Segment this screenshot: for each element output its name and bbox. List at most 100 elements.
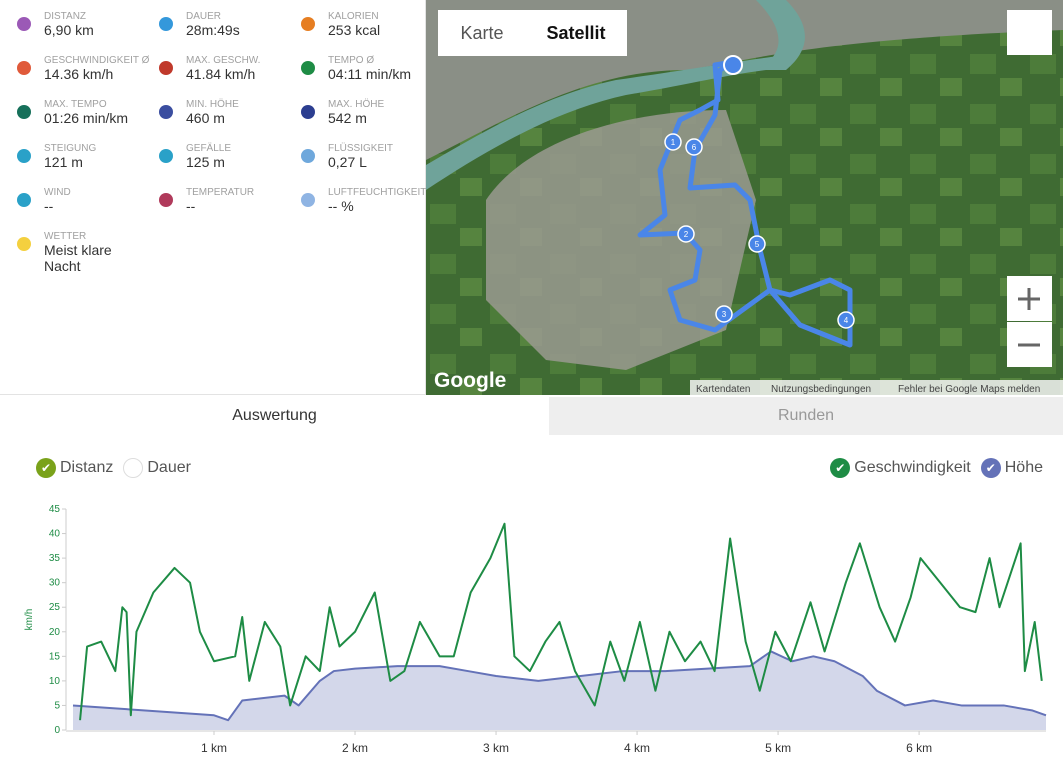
stat-value: 253 kcal [328, 22, 381, 38]
stat-label: WETTER [44, 231, 87, 242]
stat-icon [159, 193, 173, 207]
stat-label: STEIGUNG [44, 143, 97, 154]
x-tick-label: 5 km [765, 741, 791, 755]
x-tick-label: 3 km [483, 741, 509, 755]
stat: WIND -- [17, 187, 184, 214]
map-type-label[interactable]: Karte [460, 23, 503, 43]
stat-label: DISTANZ [44, 11, 87, 22]
stat-label: MAX. GESCHW. [186, 55, 261, 66]
stat-value: 41.84 km/h [186, 66, 256, 82]
stat: DISTANZ 6,90 km [17, 11, 184, 38]
stat-icon [17, 17, 31, 31]
toggle-check[interactable] [123, 458, 144, 478]
stat: STEIGUNG 121 m [17, 143, 184, 170]
stat: MAX. GESCHW. 41.84 km/h [159, 55, 326, 82]
chart: 0 5 10 15 20 25 30 35 40 45 1 km 2 km 3 km 4 km 5 km 6 … [24, 504, 1047, 755]
stat-icon [301, 105, 315, 119]
stat-label: LUFTFEUCHTIGKEIT [328, 187, 427, 198]
stat-icon [159, 149, 173, 163]
stat-icon [301, 61, 315, 75]
y-tick-label: 25 [49, 602, 61, 613]
map-type-label[interactable]: Satellit [546, 23, 605, 43]
attribution-bar [690, 380, 1063, 395]
stat-label: MAX. TEMPO [44, 99, 107, 110]
stat-label: FLÜSSIGKEIT [328, 143, 394, 154]
stat-label: MIN. HÖHE [186, 99, 239, 110]
lap-marker[interactable] [715, 305, 733, 323]
attribution[interactable]: Kartendaten [696, 384, 751, 395]
toggle-label[interactable]: Distanz [60, 459, 114, 476]
river-north [756, 0, 805, 70]
stat: KALORIEN 253 kcal [301, 11, 468, 38]
lap-marker[interactable] [837, 311, 855, 329]
map-type-satellit[interactable] [526, 10, 627, 56]
lap-marker-label: 5 [755, 240, 760, 249]
stat-value: 0,27 L [328, 154, 367, 170]
stat-label: GEFÄLLE [186, 143, 232, 154]
lap-marker[interactable] [685, 138, 703, 156]
stat-icon [17, 105, 31, 119]
map-type-karte[interactable] [438, 10, 526, 56]
stat-icon [301, 149, 315, 163]
stat: DAUER 28m:49s [159, 11, 326, 38]
y-axis-label: km/h [24, 609, 35, 631]
stat: TEMPERATUR -- [159, 187, 326, 214]
tab[interactable]: Auswertung [232, 407, 317, 424]
y-tick-label: 40 [49, 529, 61, 540]
stat-label: WIND [44, 187, 71, 198]
y-tick-label: 20 [49, 627, 61, 638]
stat-value: 28m:49s [186, 22, 240, 38]
start-pin[interactable] [723, 55, 743, 75]
river [426, 55, 786, 190]
attribution[interactable]: Nutzungsbedingungen [771, 384, 871, 395]
fullscreen-button[interactable] [1007, 10, 1052, 55]
lap-marker-label: 4 [844, 316, 849, 325]
lap-marker[interactable] [748, 235, 766, 253]
tabs: Auswertung Runden [0, 397, 1063, 435]
attribution[interactable]: Fehler bei Google Maps melden [898, 384, 1040, 395]
x-tick-label: 6 km [906, 741, 932, 755]
stat: LUFTFEUCHTIGKEIT -- % [301, 187, 468, 214]
stats-panel: DISTANZ 6,90 km DAUER 28m:49s KALORIEN 253 kc… [0, 0, 426, 395]
lap-marker[interactable] [677, 225, 695, 243]
x-tick-label: 1 km [201, 741, 227, 755]
stat-value: 01:26 min/km [44, 110, 129, 126]
stat-value: -- [44, 198, 54, 214]
toggle-label[interactable]: Geschwindigkeit [854, 459, 971, 476]
stat-icon [17, 61, 31, 75]
toggle-label[interactable]: Höhe [1004, 459, 1043, 476]
stat: MAX. HÖHE 542 m [301, 99, 468, 126]
stat-icon [159, 17, 173, 31]
y-tick-label: 10 [49, 676, 61, 687]
stat: WETTER Meist klare Nacht [17, 231, 184, 274]
stat-value: Meist klare Nacht [44, 242, 112, 274]
tab[interactable]: Runden [549, 397, 1063, 435]
stat-icon [301, 193, 315, 207]
lap-marker[interactable] [664, 133, 682, 151]
stat-icon [17, 193, 31, 207]
stat-label: GESCHWINDIGKEIT Ø [44, 55, 150, 66]
y-tick-label: 5 [54, 700, 60, 711]
stat-value: -- % [328, 198, 354, 214]
stat-value: -- [186, 198, 196, 214]
stat-value: 542 m [328, 110, 367, 126]
zoom-in-icon [1018, 288, 1040, 310]
toggle-label[interactable]: Dauer [147, 459, 191, 476]
stat-label: TEMPO Ø [328, 55, 375, 66]
toggles-right: ✔ Geschwindigkeit ✔ Höhe [830, 458, 1053, 478]
town [486, 110, 756, 370]
toggle-check[interactable]: ✔ [830, 458, 851, 478]
toggle-check[interactable]: ✔ [980, 458, 1001, 478]
y-tick-label: 30 [49, 578, 61, 589]
stat-icon [159, 61, 173, 75]
stat: GESCHWINDIGKEIT Ø 14.36 km/h [17, 55, 184, 82]
lap-marker-label: 3 [722, 310, 727, 319]
lap-marker-label: 6 [692, 143, 697, 152]
stat: GEFÄLLE 125 m [159, 143, 326, 170]
stat-icon [17, 149, 31, 163]
x-tick-label: 2 km [342, 741, 368, 755]
stat: TEMPO Ø 04:11 min/km [301, 55, 468, 82]
toggle-check[interactable]: ✔ [36, 458, 56, 478]
stat-icon [301, 17, 315, 31]
